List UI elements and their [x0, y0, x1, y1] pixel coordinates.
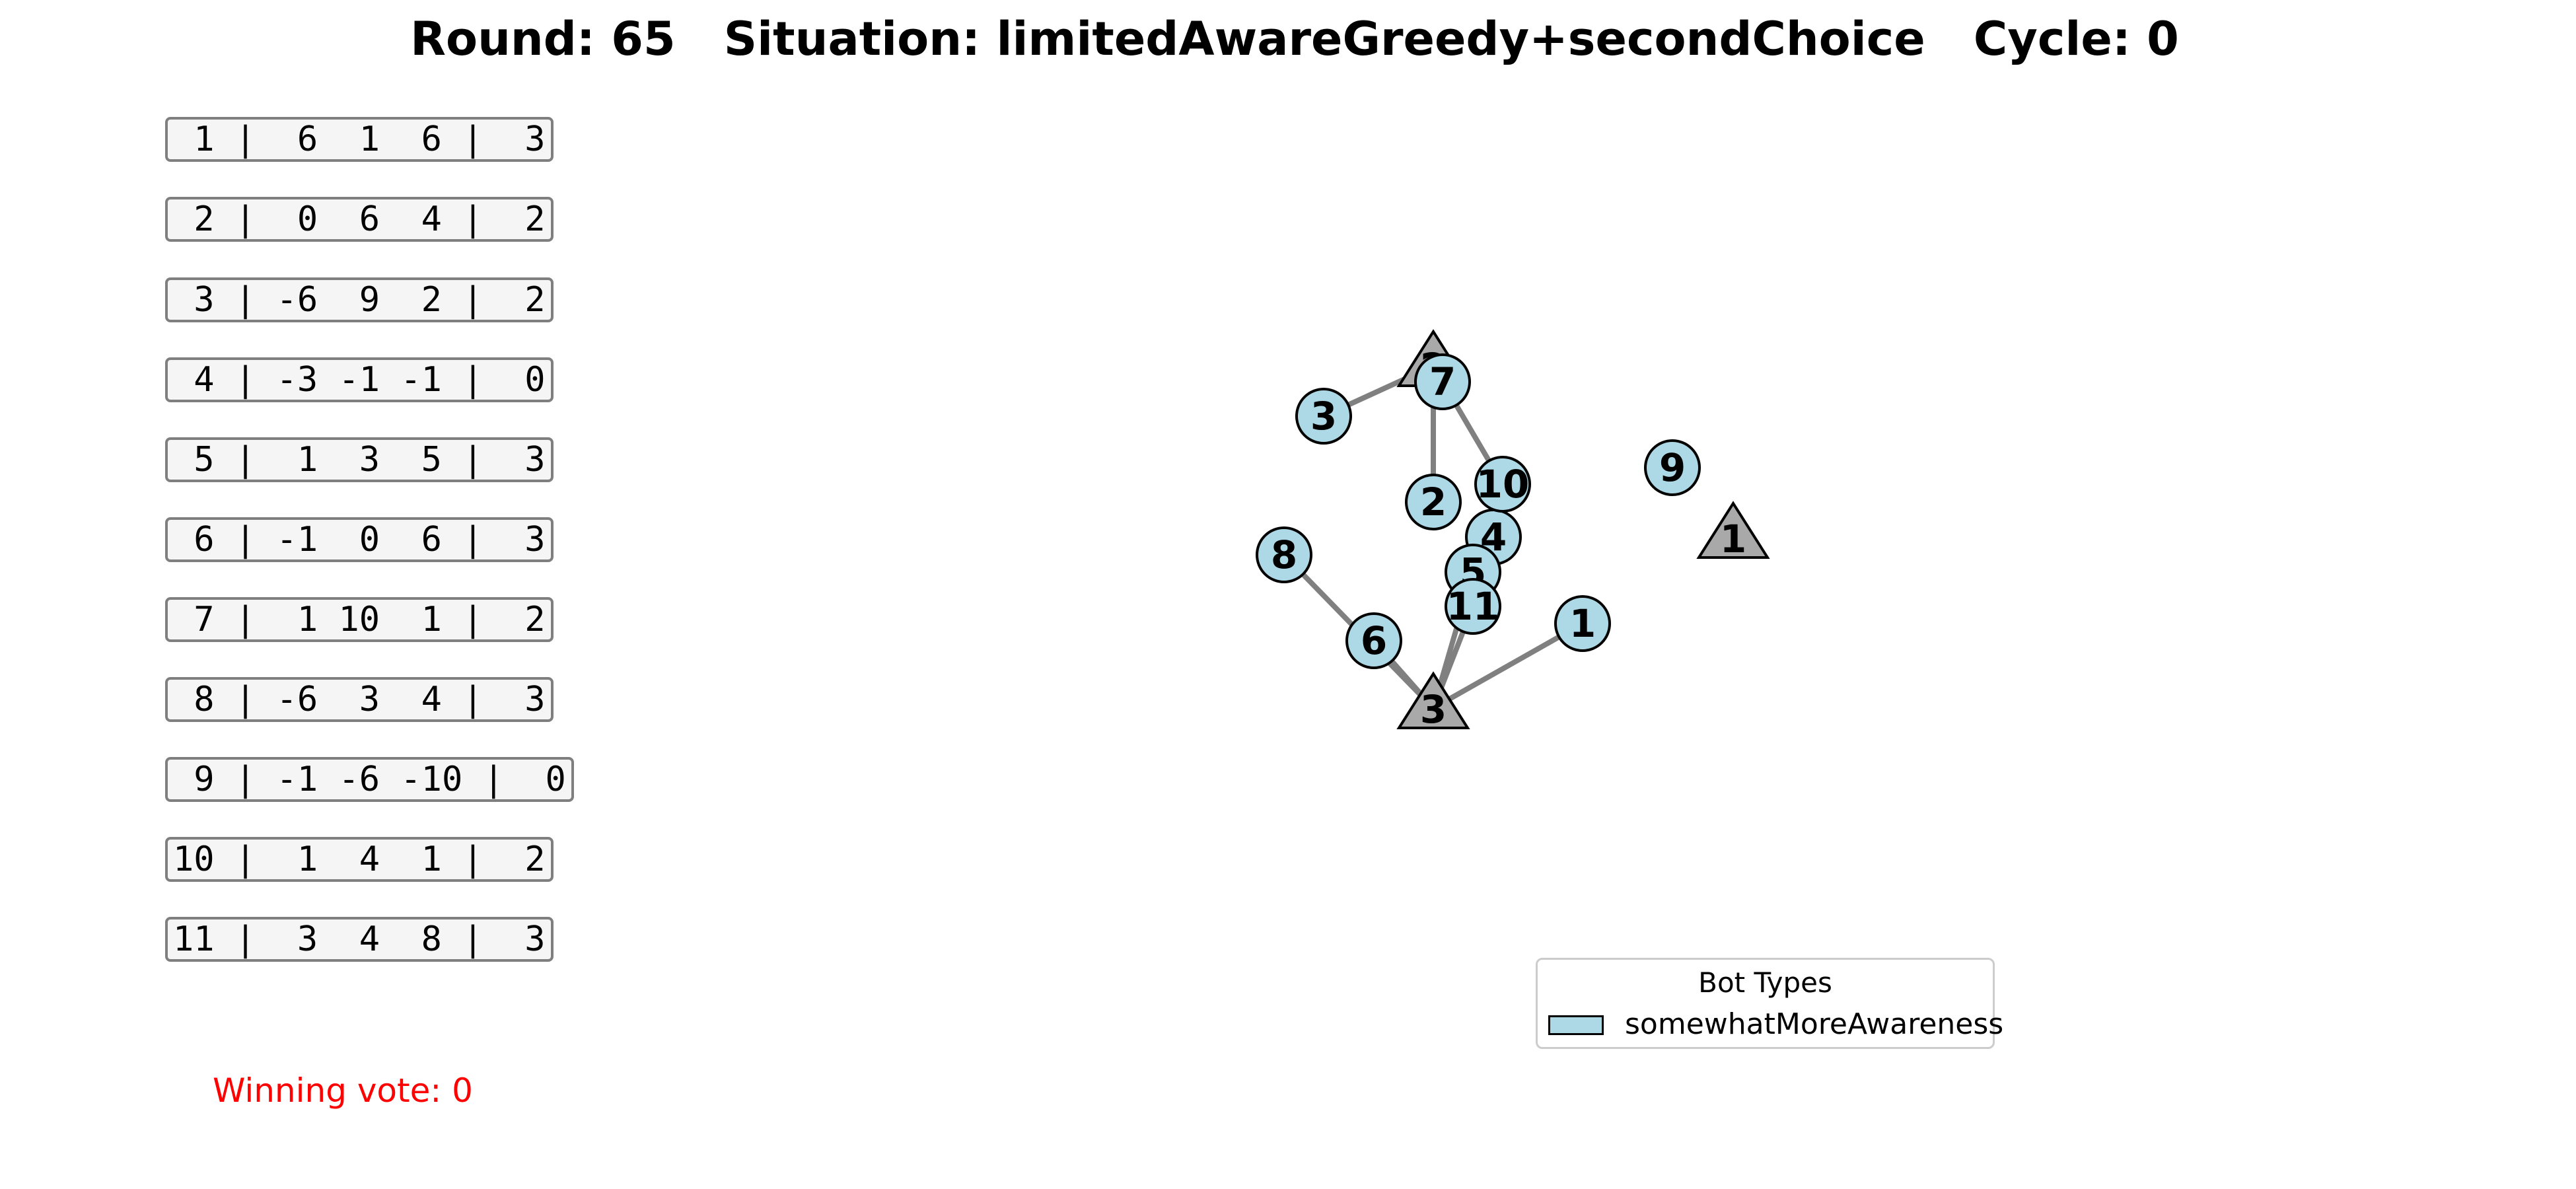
- legend-title: Bot Types: [1698, 966, 1832, 999]
- edge: [1431, 621, 1585, 711]
- bot-node: [1554, 595, 1611, 652]
- option-node: [1696, 501, 1770, 559]
- bot-preference-box: 8 | -6 3 4 | 3: [165, 677, 554, 722]
- bot-node-label: 2: [1420, 480, 1447, 524]
- winning-vote-text: Winning vote: 0: [213, 1071, 473, 1110]
- bot-node: [1644, 439, 1701, 496]
- legend-swatch: [1548, 1015, 1604, 1035]
- bot-preference-box: 7 | 1 10 1 | 2: [165, 597, 554, 642]
- bot-node: [1295, 388, 1352, 445]
- bot-node: [1414, 353, 1471, 410]
- legend-label: somewhatMoreAwareness: [1625, 1007, 2004, 1041]
- bot-node-label: 10: [1476, 462, 1530, 507]
- bot-node-label: 7: [1429, 359, 1456, 404]
- bot-node-label: 1: [1569, 601, 1596, 646]
- bot-preference-box: 5 | 1 3 5 | 3: [165, 437, 554, 482]
- bot-node: [1445, 578, 1501, 635]
- bot-preference-box: 10 | 1 4 1 | 2: [165, 837, 554, 882]
- bot-preference-box: 1 | 6 1 6 | 3: [165, 117, 554, 162]
- chart-title: Round: 65 Situation: limitedAwareGreedy+…: [410, 12, 2179, 66]
- bot-node: [1345, 612, 1402, 669]
- bot-node-label: 3: [1310, 394, 1337, 439]
- bot-node: [1256, 526, 1312, 583]
- bot-preference-box: 3 | -6 9 2 | 2: [165, 277, 554, 322]
- option-node-label: 1: [1720, 517, 1746, 561]
- bot-node-label: 8: [1271, 532, 1297, 577]
- legend: Bot Types somewhatMoreAwareness: [1536, 958, 2003, 1049]
- bot-preference-box: 11 | 3 4 8 | 3: [165, 917, 554, 962]
- bot-node-label: 6: [1361, 618, 1387, 663]
- bot-node: [1474, 456, 1531, 513]
- bot-preference-box: 6 | -1 0 6 | 3: [165, 517, 554, 562]
- option-node-label: 3: [1420, 687, 1447, 732]
- bot-preference-box: 9 | -1 -6 -10 | 0: [165, 757, 574, 802]
- option-node: [1396, 671, 1470, 729]
- bot-preference-box: 4 | -3 -1 -1 | 0: [165, 357, 554, 402]
- bot-preference-box: 2 | 0 6 4 | 2: [165, 197, 554, 242]
- bot-node: [1405, 474, 1462, 530]
- bot-node-label: 9: [1659, 445, 1686, 490]
- bot-node-label: 11: [1447, 584, 1500, 629]
